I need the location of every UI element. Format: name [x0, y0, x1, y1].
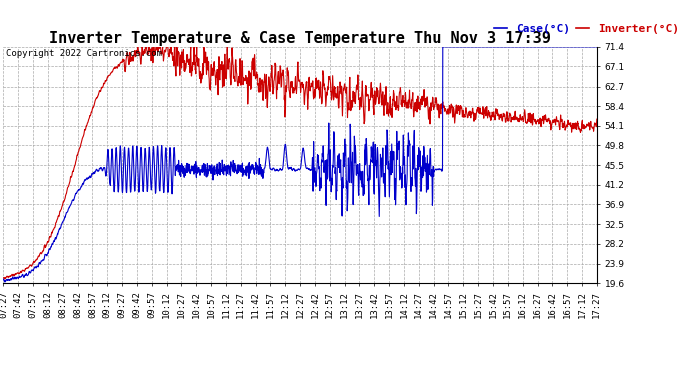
Text: Copyright 2022 Cartronics.com: Copyright 2022 Cartronics.com	[6, 49, 161, 58]
Legend: Case(°C), Inverter(°C): Case(°C), Inverter(°C)	[489, 20, 683, 38]
Title: Inverter Temperature & Case Temperature Thu Nov 3 17:39: Inverter Temperature & Case Temperature …	[49, 31, 551, 46]
